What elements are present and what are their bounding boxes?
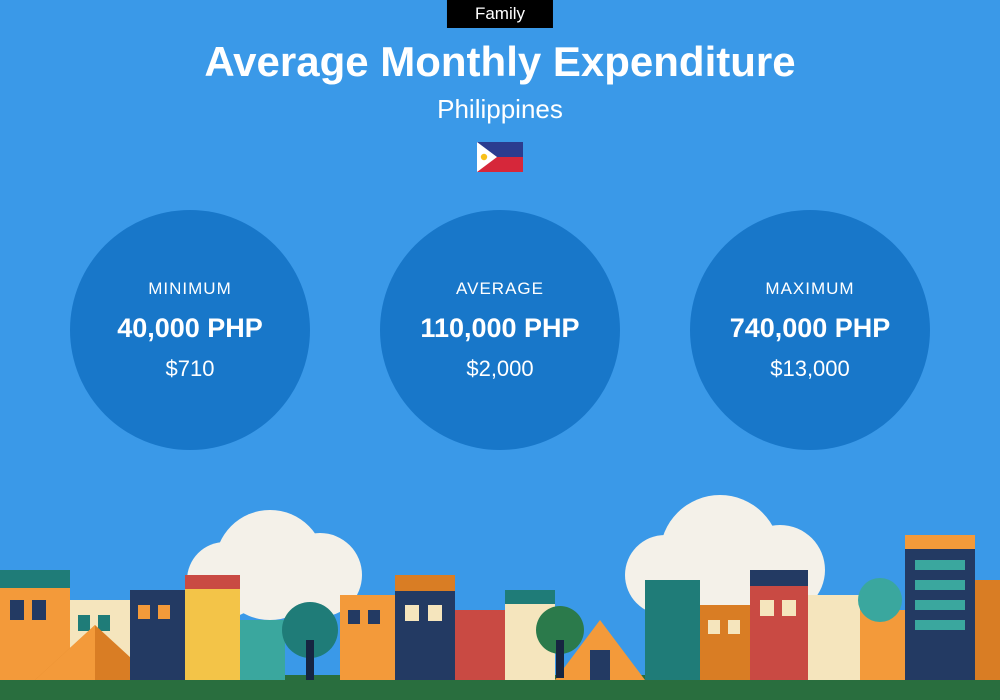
stat-value-usd: $2,000	[466, 356, 533, 382]
stat-value-php: 110,000 PHP	[420, 313, 579, 344]
stat-value-usd: $13,000	[770, 356, 850, 382]
stat-circle-minimum: MINIMUM 40,000 PHP $710	[70, 210, 310, 450]
page-subtitle: Philippines	[0, 94, 1000, 125]
page-title: Average Monthly Expenditure	[0, 38, 1000, 86]
category-tag: Family	[447, 0, 553, 28]
stat-value-php: 40,000 PHP	[117, 313, 263, 344]
stat-circle-maximum: MAXIMUM 740,000 PHP $13,000	[690, 210, 930, 450]
stat-label: AVERAGE	[456, 279, 544, 299]
stat-circle-average: AVERAGE 110,000 PHP $2,000	[380, 210, 620, 450]
stat-value-usd: $710	[166, 356, 215, 382]
category-tag-label: Family	[475, 4, 525, 23]
cityscape-illustration	[0, 480, 1000, 700]
stat-label: MAXIMUM	[765, 279, 854, 299]
stats-row: MINIMUM 40,000 PHP $710 AVERAGE 110,000 …	[0, 210, 1000, 450]
stat-label: MINIMUM	[148, 279, 231, 299]
stat-value-php: 740,000 PHP	[730, 313, 891, 344]
flag-icon	[477, 142, 523, 172]
